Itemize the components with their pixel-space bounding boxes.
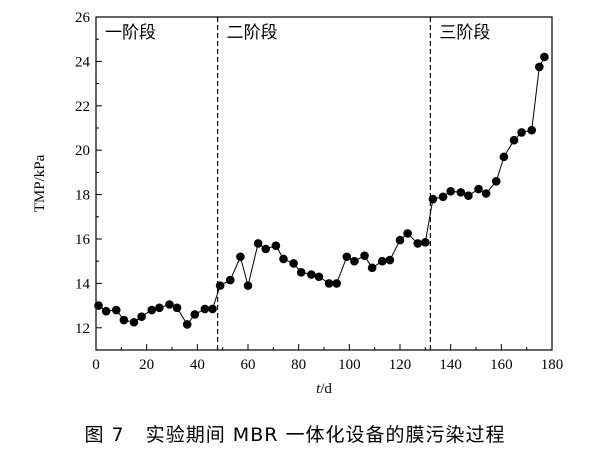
data-point [474, 184, 483, 194]
data-point [350, 256, 359, 266]
x-tick-label: 100 [338, 357, 361, 373]
data-point [395, 235, 405, 245]
data-point [261, 244, 271, 254]
y-tick-label: 24 [75, 54, 91, 70]
y-tick-label: 22 [75, 99, 90, 115]
data-point [421, 238, 430, 247]
data-point [540, 52, 549, 62]
data-point [155, 303, 164, 313]
y-tick-label: 16 [75, 232, 91, 248]
data-point [129, 317, 139, 327]
y-axis-title: TMP/kPa [32, 154, 48, 212]
data-point [279, 254, 288, 264]
data-point [182, 320, 192, 329]
x-tick-label: 180 [541, 357, 564, 373]
data-point [271, 241, 281, 250]
data-point [342, 252, 352, 262]
data-point [111, 305, 121, 315]
x-tick-label: 0 [92, 357, 100, 373]
x-tick-label: 140 [439, 357, 462, 373]
x-axis-title: t/d [316, 381, 332, 397]
data-point [456, 188, 466, 197]
data-point [137, 312, 146, 322]
data-point [403, 229, 412, 238]
data-point [527, 125, 537, 135]
data-point [147, 305, 157, 315]
x-tick-label: 20 [139, 357, 154, 373]
data-point [491, 176, 501, 186]
data-point [535, 62, 544, 72]
data-point [172, 303, 182, 313]
data-point [428, 194, 438, 204]
data-point [360, 251, 369, 260]
data-point [413, 239, 423, 248]
data-point [236, 252, 245, 262]
data-point [464, 191, 473, 201]
data-point [332, 279, 341, 288]
y-axis: 12 14 16 18 20 22 24 26 [75, 10, 102, 337]
data-point [367, 263, 377, 273]
data-point [200, 304, 210, 314]
stage-dividers [217, 17, 431, 350]
data-point [215, 281, 225, 290]
data-point [446, 186, 455, 196]
stage-label: 三阶段 [439, 23, 490, 43]
x-tick-label: 160 [490, 357, 513, 373]
data-point [208, 304, 217, 314]
data-point [314, 272, 324, 282]
data-point [377, 256, 387, 266]
x-tick-label: 60 [241, 357, 256, 373]
stage-label: 二阶段 [227, 23, 278, 43]
data-point [509, 135, 519, 145]
stage-labels: 一阶段 二阶段 三阶段 [105, 23, 490, 43]
data-point [243, 281, 253, 290]
data-point [165, 300, 174, 309]
data-point [253, 239, 263, 248]
y-tick-label: 26 [75, 10, 91, 26]
tmp-chart: 一阶段 二阶段 三阶段 0 20 40 60 80 100 120 140 160 180 12141… [32, 10, 563, 397]
y-tick-label: 14 [75, 276, 91, 292]
y-tick-label: 18 [75, 188, 90, 204]
y-tick-label: 20 [75, 143, 90, 159]
data-point [438, 192, 448, 202]
plot-frame [95, 16, 553, 351]
data-point [225, 275, 235, 285]
x-tick-label: 120 [389, 357, 412, 373]
data-point [101, 306, 111, 316]
figure-caption: 图 7 实验期间 MBR 一体化设备的膜污染过程 [84, 424, 506, 446]
x-axis: 0 20 40 60 80 100 120 140 160 180 [92, 344, 563, 373]
data-point [307, 270, 316, 279]
x-tick-label: 80 [291, 357, 306, 373]
data-point [324, 279, 334, 288]
data-series [94, 52, 549, 329]
data-point [499, 152, 509, 162]
plot-border [95, 16, 553, 351]
data-point [296, 268, 306, 277]
data-point [385, 255, 395, 265]
data-point [517, 128, 526, 137]
data-point [481, 189, 491, 198]
x-tick-label: 40 [190, 357, 205, 373]
data-point [119, 315, 129, 325]
data-point [190, 310, 200, 319]
stage-label: 一阶段 [105, 23, 156, 43]
data-point [289, 259, 298, 268]
data-point [94, 301, 103, 310]
y-tick-label: 12 [75, 321, 90, 337]
